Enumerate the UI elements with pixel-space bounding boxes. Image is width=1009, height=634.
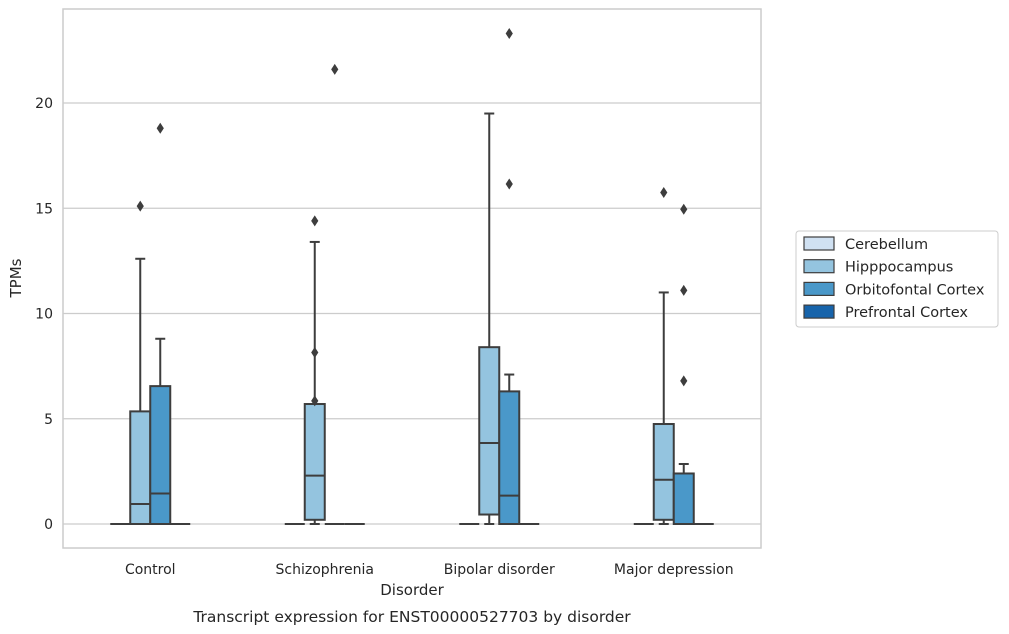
x-tick-label: Bipolar disorder [444,562,555,578]
box-body [149,385,172,525]
box-major-depression-orbitofontal-cortex [672,203,695,526]
legend: Cerebellum Hipppocampus Orbitofontal Corte… [795,230,999,328]
box-body [129,410,152,526]
legend-label: Hipppocampus [845,260,953,276]
outlier-point [680,284,688,296]
box-series [110,28,714,526]
outlier-point [680,203,688,215]
outlier-point [680,375,688,387]
outlier-point [136,200,144,212]
legend-label: Prefrontal Cortex [845,305,968,321]
legend-label: Orbitofontal Cortex [845,282,985,298]
x-tick-labels: Control Schizophrenia Bipolar disorder Majo… [125,562,734,578]
x-axis-label: Disorder [380,581,444,599]
y-tick-label: 10 [35,307,53,323]
box-bipolar-disorder-hipppocampus [478,112,501,525]
legend-swatch [803,259,835,274]
outlier-point [311,395,319,407]
box-body [672,472,695,526]
y-axis-label: TPMs [7,258,25,298]
box-major-depression-hipppocampus [652,186,675,525]
y-tick-label: 15 [35,201,53,217]
outlier-point [505,178,513,190]
y-tick-label: 0 [44,517,53,533]
y-tick-label: 5 [44,412,53,428]
chart-caption: Transcript expression for ENST0000052770… [192,608,631,626]
outlier-point [311,346,319,358]
legend-swatch [803,236,835,251]
legend-swatch [803,281,835,296]
x-tick-label: Control [125,562,176,578]
box-control-hipppocampus [129,200,152,526]
outlier-point [331,63,339,75]
y-tick-labels: 0 5 10 15 20 [35,96,53,533]
outlier-point [505,28,513,40]
legend-frame [795,230,999,328]
box-body [303,403,326,521]
plot-area [62,8,762,549]
box-control-orbitofontal-cortex [149,122,172,525]
outlier-point [311,215,319,227]
x-tick-label: Major depression [614,562,734,578]
box-body [652,423,675,521]
legend-swatch [803,304,835,319]
box-body [498,390,521,526]
box-schizophrenia-hipppocampus [303,215,326,525]
legend-label: Cerebellum [845,237,928,253]
y-tick-label: 20 [35,96,53,112]
outlier-point [660,186,668,198]
box-bipolar-disorder-orbitofontal-cortex [498,28,521,526]
box-body [478,346,501,516]
box-schizophrenia-orbitofontal-cortex [324,63,345,525]
x-tick-label: Schizophrenia [276,562,374,578]
outlier-point [156,122,164,134]
